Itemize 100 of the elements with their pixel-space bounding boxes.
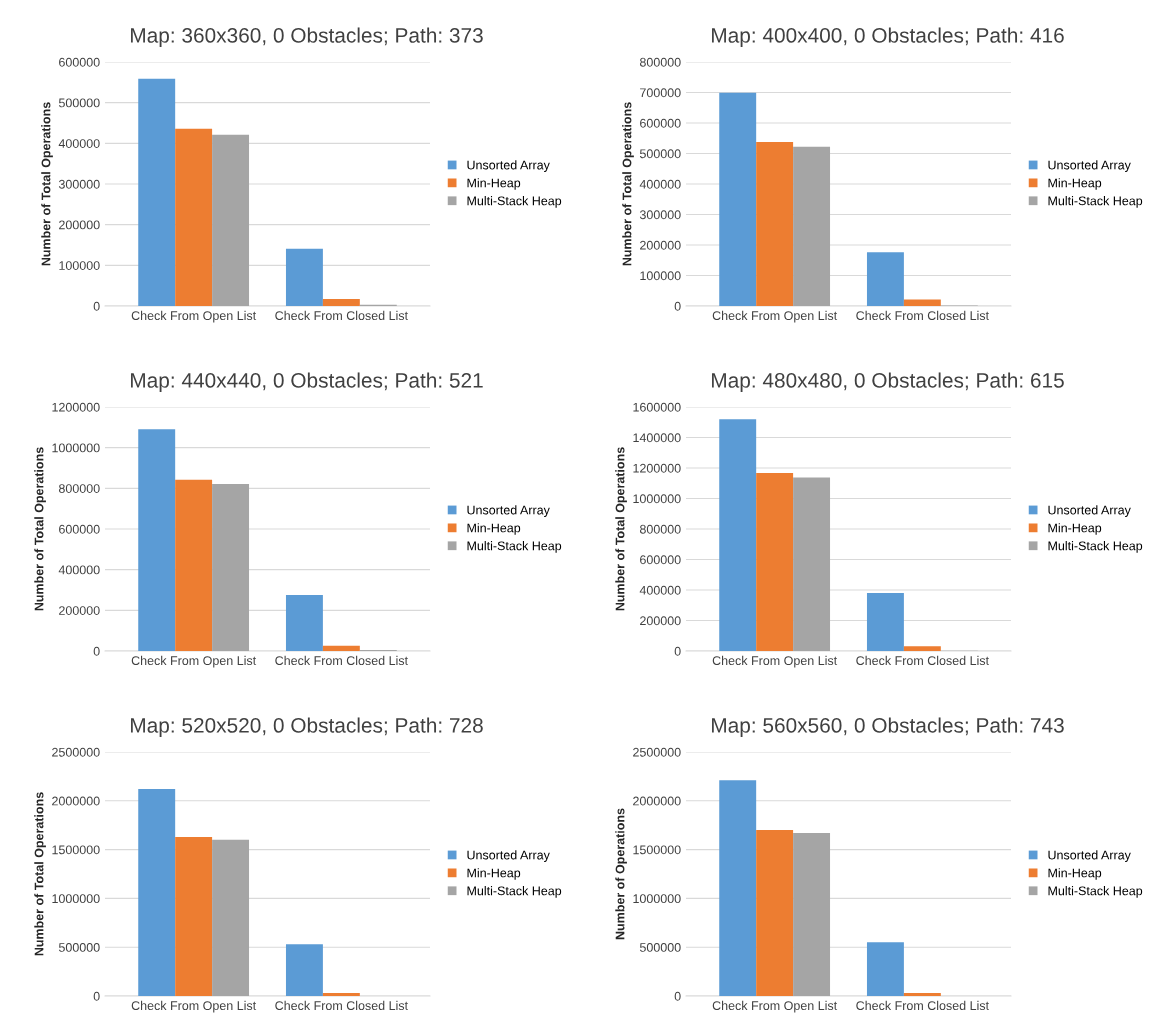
y-tick-label: 200000 <box>640 240 681 250</box>
bar <box>719 780 757 996</box>
bar <box>719 92 757 306</box>
bar <box>138 789 176 996</box>
bar <box>212 839 250 996</box>
y-tick-label: 1400000 <box>633 433 681 443</box>
y-axis-title: Number of Total Operations <box>41 102 53 266</box>
x-tick-label: Check From Open List <box>131 1000 257 1013</box>
legend-label: Multi-Stack Heap <box>1048 196 1143 208</box>
legend-label: Multi-Stack Heap <box>1048 541 1143 553</box>
bar <box>756 830 794 996</box>
bar <box>285 595 323 651</box>
y-tick-label: 1200000 <box>633 463 681 473</box>
legend-label: Multi-Stack Heap <box>467 196 562 208</box>
legend-label: Min-Heap <box>1048 178 1102 190</box>
legend-label: Multi-Stack Heap <box>467 886 562 898</box>
y-tick-label: 0 <box>674 301 681 311</box>
bar <box>322 299 360 306</box>
x-tick-label: Check From Open List <box>712 310 838 323</box>
bar <box>322 645 360 651</box>
chart-title: Map: 480x480, 0 Obstacles; Path: 615 <box>712 372 1064 392</box>
bar <box>756 141 794 306</box>
bar <box>719 419 757 651</box>
y-tick-label: 1000000 <box>633 894 681 904</box>
y-tick-label: 500000 <box>58 943 100 952</box>
y-tick-label: 600000 <box>59 524 100 534</box>
y-tick-label: 800000 <box>639 57 681 67</box>
bar <box>756 473 794 651</box>
bar <box>175 479 213 651</box>
y-tick-label: 400000 <box>58 565 100 575</box>
y-tick-label: 1500000 <box>52 845 100 855</box>
bar <box>866 942 904 996</box>
bar <box>793 477 831 651</box>
bar <box>138 78 176 306</box>
bar <box>793 833 831 996</box>
y-tick-label: 0 <box>93 646 100 656</box>
bar <box>175 836 213 996</box>
y-tick-label: 1500000 <box>633 845 681 855</box>
x-tick-label: Check From Closed List <box>275 655 408 666</box>
y-tick-label: 0 <box>674 646 681 656</box>
y-tick-label: 1200000 <box>52 402 100 412</box>
y-tick-label: 1000000 <box>52 894 100 904</box>
legend-label: Min-Heap <box>1048 523 1102 535</box>
legend-label: Unsorted Array <box>467 505 550 517</box>
x-tick-label: Check From Closed List <box>856 1000 989 1011</box>
y-tick-label: 300000 <box>639 210 681 220</box>
legend-label: Unsorted Array <box>1048 505 1131 517</box>
x-tick-label: Check From Closed List <box>856 310 989 321</box>
y-tick-label: 100000 <box>640 271 681 281</box>
legend-label: Multi-Stack Heap <box>467 541 562 553</box>
y-tick-label: 2000000 <box>52 796 100 806</box>
x-tick-label: Check From Closed List <box>856 655 989 666</box>
y-tick-label: 1600000 <box>633 402 681 412</box>
legend-label: Unsorted Array <box>1048 850 1131 862</box>
y-axis-title: Number of Total Operations <box>34 792 46 956</box>
y-tick-label: 2500000 <box>52 747 100 757</box>
y-tick-label: 200000 <box>640 616 681 626</box>
bar <box>903 646 941 651</box>
y-tick-label: 600000 <box>59 57 100 67</box>
y-axis-title: Number of Total Operations <box>34 447 46 611</box>
y-tick-label: 400000 <box>58 139 100 148</box>
bar <box>793 146 831 306</box>
y-tick-label: 2500000 <box>633 747 681 757</box>
y-tick-label: 2000000 <box>633 796 681 806</box>
y-tick-label: 800000 <box>639 524 681 534</box>
legend-label: Unsorted Array <box>1048 160 1131 172</box>
y-axis-title: Number of Total Operations <box>615 447 627 611</box>
y-tick-label: 1000000 <box>52 443 100 453</box>
bar <box>285 944 323 996</box>
y-tick-label: 700000 <box>640 88 681 98</box>
y-tick-label: 0 <box>93 991 100 1001</box>
x-tick-label: Check From Open List <box>712 1000 838 1013</box>
y-tick-label: 0 <box>674 991 681 1001</box>
y-tick-label: 800000 <box>58 484 100 493</box>
y-tick-label: 500000 <box>58 98 100 108</box>
chart-title: Map: 360x360, 0 Obstacles; Path: 373 <box>131 27 483 47</box>
x-tick-label: Check From Open List <box>131 655 257 668</box>
chart-title: Map: 560x560, 0 Obstacles; Path: 743 <box>712 717 1064 737</box>
y-tick-label: 100000 <box>59 261 100 270</box>
bar <box>866 593 904 651</box>
x-tick-label: Check From Closed List <box>275 1000 408 1011</box>
bar <box>212 134 250 306</box>
legend-label: Unsorted Array <box>467 160 550 172</box>
chart-title: Map: 440x440, 0 Obstacles; Path: 521 <box>131 372 483 392</box>
y-axis-title: Number of Operations <box>615 808 627 940</box>
bar <box>175 128 213 306</box>
bar <box>138 429 176 651</box>
bar <box>866 252 904 306</box>
x-tick-label: Check From Closed List <box>275 310 408 321</box>
legend-label: Unsorted Array <box>467 850 550 862</box>
y-tick-label: 600000 <box>640 118 681 128</box>
y-tick-label: 600000 <box>640 555 681 565</box>
chart-title: Map: 520x520, 0 Obstacles; Path: 728 <box>131 717 483 737</box>
legend-label: Min-Heap <box>1048 868 1102 880</box>
y-tick-label: 400000 <box>639 179 681 189</box>
bar <box>322 993 360 996</box>
bar <box>903 299 941 306</box>
y-tick-label: 200000 <box>59 606 100 615</box>
chart-title: Map: 400x400, 0 Obstacles; Path: 416 <box>712 27 1064 47</box>
bar <box>285 248 323 306</box>
